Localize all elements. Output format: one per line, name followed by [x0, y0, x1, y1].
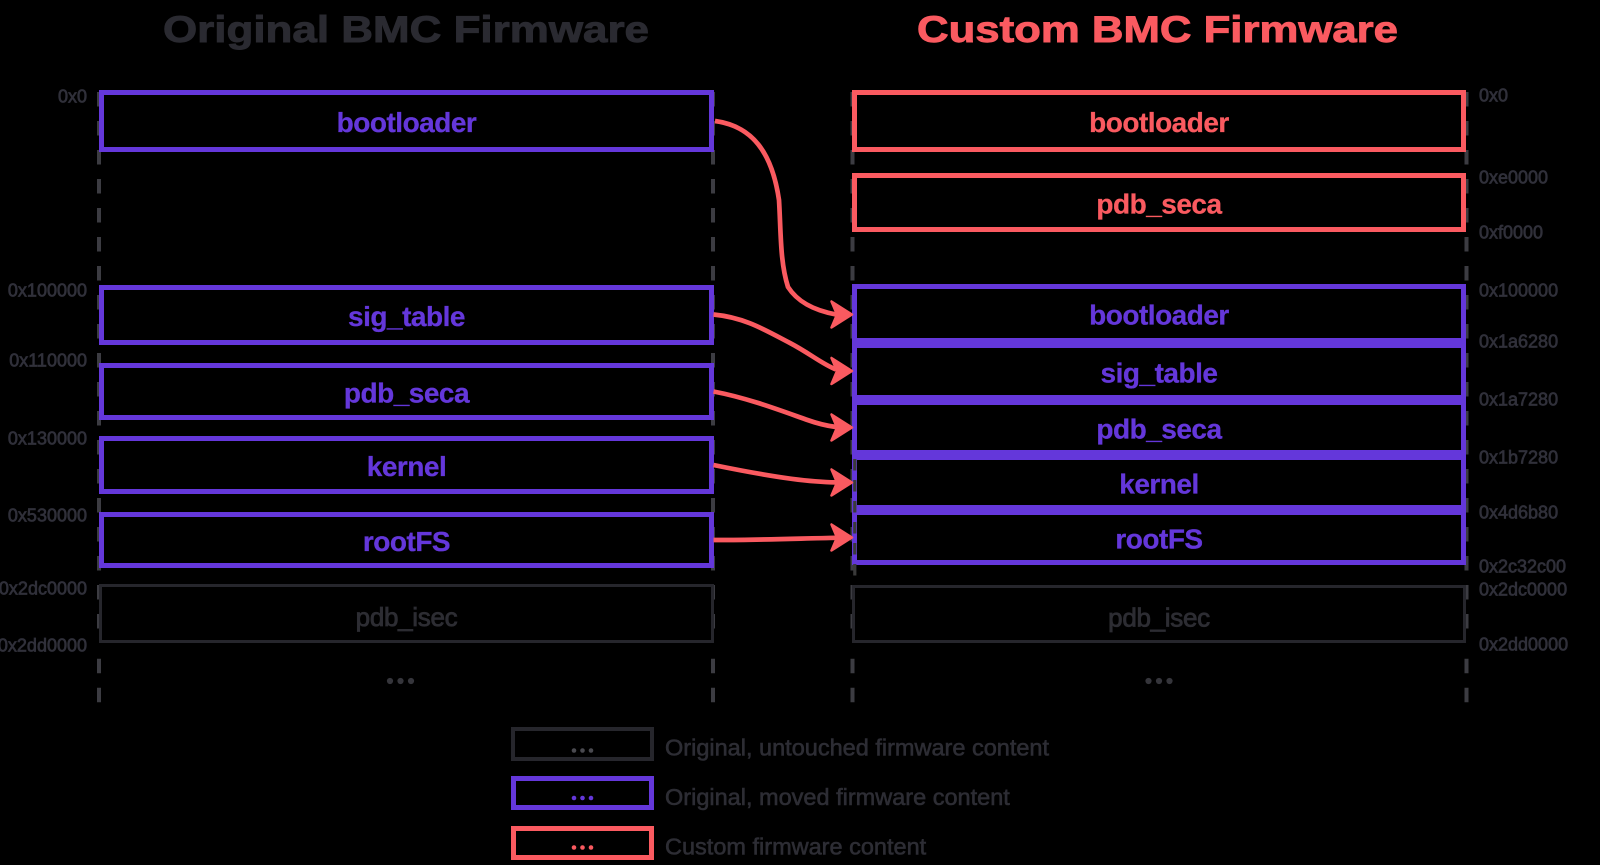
svg-text:kernel: kernel — [1119, 469, 1199, 500]
svg-text:0x1b7280: 0x1b7280 — [1479, 448, 1558, 468]
svg-text:pdb_seca: pdb_seca — [1096, 189, 1222, 220]
svg-text:0x2dd0000: 0x2dd0000 — [1479, 635, 1568, 655]
svg-text:0x2dd0000: 0x2dd0000 — [0, 636, 87, 656]
svg-text:0x1a7280: 0x1a7280 — [1479, 390, 1558, 410]
svg-text:Custom BMC Firmware: Custom BMC Firmware — [917, 9, 1398, 50]
svg-text:pdb_isec: pdb_isec — [1108, 603, 1210, 633]
svg-text:rootFS: rootFS — [363, 526, 450, 557]
svg-text:0x4d6b80: 0x4d6b80 — [1479, 503, 1558, 523]
svg-text:Original, untouched firmware c: Original, untouched firmware content — [665, 735, 1050, 761]
svg-text:bootloader: bootloader — [337, 107, 477, 138]
svg-text:0xf0000: 0xf0000 — [1479, 223, 1543, 243]
svg-text:0x0: 0x0 — [58, 87, 87, 107]
svg-text:bootloader: bootloader — [1089, 300, 1229, 331]
svg-text:0x110000: 0x110000 — [9, 351, 87, 371]
svg-text:kernel: kernel — [367, 451, 447, 482]
svg-text:0x100000: 0x100000 — [8, 281, 87, 301]
svg-text:bootloader: bootloader — [1089, 107, 1229, 138]
svg-text:pdb_seca: pdb_seca — [344, 378, 470, 409]
svg-text:0x2dc0000: 0x2dc0000 — [1479, 580, 1567, 600]
svg-text:0x2dc0000: 0x2dc0000 — [0, 579, 87, 599]
svg-text:0x530000: 0x530000 — [8, 506, 87, 526]
svg-text:rootFS: rootFS — [1115, 524, 1202, 555]
svg-text:Custom firmware content: Custom firmware content — [665, 834, 927, 860]
svg-text:pdb_isec: pdb_isec — [356, 602, 458, 632]
svg-text:0x1a6280: 0x1a6280 — [1479, 332, 1558, 352]
svg-text:sig_table: sig_table — [1101, 358, 1218, 389]
svg-text:0xe0000: 0xe0000 — [1479, 168, 1548, 188]
svg-text:0x2c32c00: 0x2c32c00 — [1479, 557, 1566, 577]
svg-text:Original, moved firmware conte: Original, moved firmware content — [665, 784, 1010, 810]
svg-text:0x100000: 0x100000 — [1479, 281, 1558, 301]
svg-text:0x130000: 0x130000 — [8, 429, 87, 449]
svg-text:sig_table: sig_table — [348, 301, 465, 332]
svg-text:0x0: 0x0 — [1479, 86, 1508, 106]
svg-text:Original BMC Firmware: Original BMC Firmware — [163, 9, 649, 50]
svg-text:pdb_seca: pdb_seca — [1096, 414, 1222, 445]
